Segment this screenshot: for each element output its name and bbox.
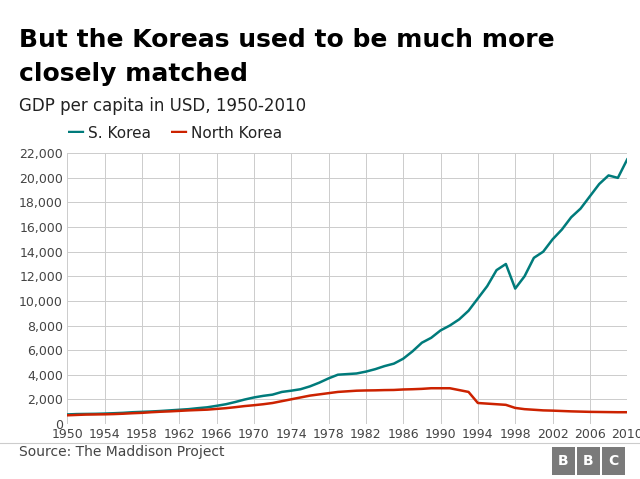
Text: S. Korea: S. Korea: [88, 126, 151, 141]
Text: But the Koreas used to be much more: But the Koreas used to be much more: [19, 28, 555, 52]
Text: closely matched: closely matched: [19, 62, 248, 86]
Text: B: B: [583, 454, 593, 468]
Text: —: —: [170, 123, 188, 141]
Text: Source: The Maddison Project: Source: The Maddison Project: [19, 445, 225, 459]
Text: North Korea: North Korea: [191, 126, 282, 141]
Text: C: C: [608, 454, 618, 468]
Text: —: —: [67, 123, 85, 141]
Text: GDP per capita in USD, 1950-2010: GDP per capita in USD, 1950-2010: [19, 97, 307, 115]
Text: B: B: [558, 454, 568, 468]
